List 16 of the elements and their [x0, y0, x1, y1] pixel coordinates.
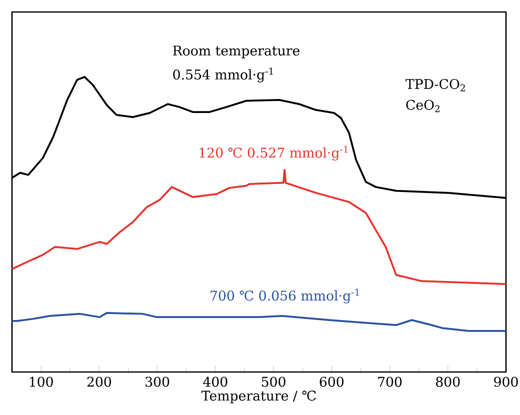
- x-tick-label: 400: [203, 376, 228, 387]
- text: Room temperature: [173, 46, 300, 58]
- x-tick-label: 100: [30, 376, 53, 387]
- annotation: TPD-CO$_{2}$: [406, 78, 465, 92]
- annotation: 0.554 mmol·g$^{-1}$: [173, 68, 273, 82]
- x-tick-label: 300: [146, 376, 170, 387]
- x-tick-label: 600: [320, 376, 344, 387]
- annotation: CeO$_{2}$: [406, 100, 440, 112]
- x-tick-label: 800: [436, 376, 460, 387]
- x-tick-label: 700: [378, 376, 402, 387]
- x-tick-label: 200: [87, 376, 112, 387]
- x-tick-label: 900: [494, 376, 518, 387]
- annotation: 120 ℃ 0.527 mmol·g$^{-1}$: [200, 146, 348, 160]
- x-axis-title: Temperature / ℃: [202, 390, 316, 404]
- annotation: 700 ℃ 0.056 mmol·g$^{-1}$: [210, 288, 359, 304]
- x-tick-label: 500: [262, 376, 286, 387]
